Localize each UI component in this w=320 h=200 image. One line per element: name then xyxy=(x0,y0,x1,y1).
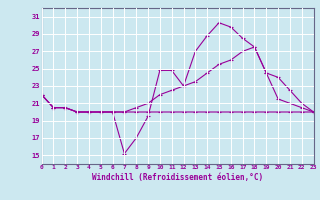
X-axis label: Windchill (Refroidissement éolien,°C): Windchill (Refroidissement éolien,°C) xyxy=(92,173,263,182)
